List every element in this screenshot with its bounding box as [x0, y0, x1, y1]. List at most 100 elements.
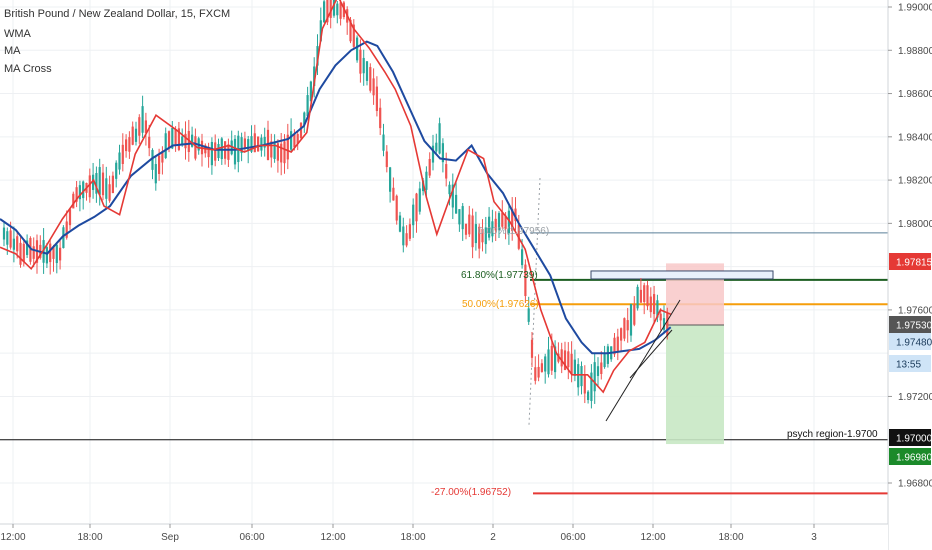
candle-body — [530, 339, 534, 358]
candle-body — [250, 136, 253, 152]
candle-body — [474, 224, 477, 244]
candle-body — [181, 136, 184, 146]
candle-body — [425, 171, 428, 190]
candle-body — [247, 139, 250, 151]
candle-body — [461, 206, 464, 230]
candle-body — [217, 144, 220, 159]
candle-body — [78, 185, 81, 200]
candle-body — [283, 141, 286, 164]
time-tick-label: 18:00 — [718, 532, 743, 543]
candle-body — [88, 175, 91, 198]
candle-body — [448, 184, 451, 195]
price-tag — [889, 253, 931, 270]
price-tag — [889, 448, 931, 465]
candle-body — [108, 184, 111, 201]
candle-body — [359, 49, 362, 74]
price-tags: 1.97815 1.97530 1.97480 13:55 1.97000 1.96980 — [889, 253, 932, 465]
candle-body — [276, 143, 279, 161]
candle-body — [332, 0, 336, 16]
candle-body — [540, 363, 543, 372]
candle-body — [458, 209, 461, 225]
candle-body — [167, 131, 171, 148]
candle-body — [497, 213, 501, 231]
candle-body — [65, 221, 68, 238]
candle-body — [101, 172, 105, 196]
candle-body — [210, 141, 213, 166]
candle-body — [12, 238, 15, 250]
candle-body — [389, 167, 392, 192]
candle-body — [55, 244, 58, 264]
position-tool[interactable] — [590, 263, 774, 445]
fib-top-label: 0.00%(1.97956) — [478, 226, 549, 237]
candle-body — [554, 346, 557, 373]
candle-body — [372, 78, 375, 96]
time-axis[interactable]: 12:00 18:00 Sep 06:00 12:00 18:00 2 06:00 12:00 1… — [0, 523, 888, 550]
candle-body — [395, 195, 398, 221]
trendline-inner[interactable] — [629, 329, 673, 379]
trendline-support[interactable] — [605, 299, 681, 422]
indicator-wma-label: WMA — [4, 28, 32, 40]
candle-body — [191, 134, 194, 147]
price-tag-label: 1.96980 — [896, 453, 932, 464]
candle-body — [22, 243, 25, 262]
candle-body — [227, 144, 230, 160]
candle-body — [293, 133, 296, 148]
fib-anchor-line — [528, 177, 541, 426]
candle-body — [412, 204, 415, 226]
price-tag-label: 1.97815 — [896, 258, 932, 269]
candle-body — [613, 337, 616, 355]
price-tick-label: 1.99000 — [898, 3, 932, 14]
candle-body — [643, 285, 646, 303]
candle-body — [164, 133, 167, 158]
candle-body — [257, 136, 260, 152]
candle-body — [620, 328, 623, 341]
candle-body — [365, 61, 369, 81]
candle-body — [603, 353, 606, 368]
candle-body — [369, 67, 372, 91]
target-zone[interactable] — [666, 325, 724, 445]
price-tick-label: 1.96800 — [898, 479, 932, 490]
candle-body — [174, 129, 177, 146]
candle-body — [280, 143, 283, 163]
candle-body — [398, 215, 402, 232]
candle-body — [544, 356, 547, 372]
candle-body — [151, 149, 154, 170]
candle-body — [111, 175, 114, 193]
wma-line — [0, 0, 672, 394]
candle-body — [356, 37, 359, 61]
candle-body — [382, 134, 385, 151]
candle-body — [504, 215, 507, 229]
candle-body — [233, 138, 237, 165]
candle-body — [82, 181, 85, 199]
chart-header: British Pound / New Zealand Dollar, 15, … — [4, 8, 230, 75]
candle-body — [144, 120, 147, 134]
candle-body — [587, 391, 590, 401]
candle-body — [507, 210, 510, 234]
price-tick-label: 1.98800 — [898, 46, 932, 57]
chart-annotations: 0.00%(1.97956) 61.80%(1.97739) 50.00%(1.… — [431, 226, 878, 498]
candle-body — [362, 57, 365, 74]
candle-body — [253, 133, 256, 153]
candle-body — [329, 0, 332, 18]
trend-drawings[interactable] — [605, 299, 681, 422]
candle-body — [606, 346, 609, 364]
price-tag-label: 13:55 — [896, 360, 921, 371]
candle-body — [375, 86, 378, 112]
candle-body — [161, 151, 164, 163]
time-tick-label: Sep — [161, 532, 179, 543]
candle-body — [95, 173, 98, 194]
candle-body — [435, 142, 438, 152]
candle-body — [134, 128, 138, 142]
candle-body — [659, 313, 662, 321]
candle-body — [49, 243, 52, 263]
resistance-box[interactable] — [590, 270, 774, 280]
candle-body — [319, 20, 322, 42]
chart-grid — [0, 0, 888, 524]
candle-body — [418, 188, 421, 212]
candle-body — [52, 245, 55, 259]
price-tick-label: 1.97600 — [898, 305, 932, 316]
candle-body — [336, 3, 339, 16]
price-axis[interactable]: 1.99000 1.98800 1.98600 1.98400 1.98200 1.980… — [887, 0, 932, 550]
fib-50-label: 50.00%(1.97626) — [462, 299, 539, 310]
